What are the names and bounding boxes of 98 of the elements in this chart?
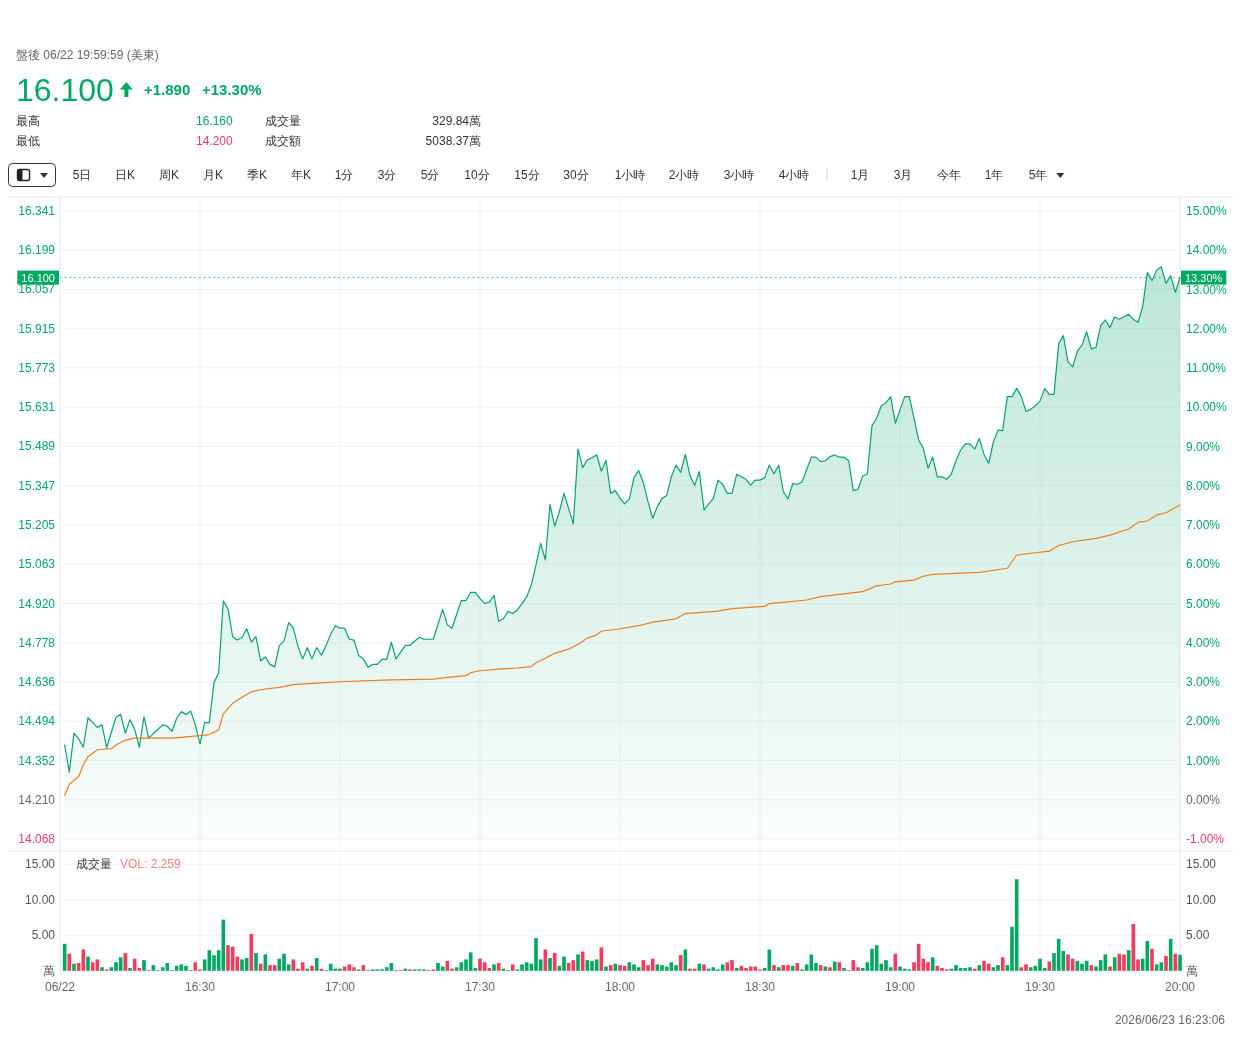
bar [870,948,874,971]
bar [898,966,902,971]
bar [562,956,566,971]
bar [655,964,660,971]
y-tick-label: 15.00 [24,857,56,872]
x-tick-label: 17:00 [324,980,356,994]
bar [268,965,272,971]
bar [636,967,641,971]
bar [100,967,104,971]
bar [1154,964,1159,971]
bar [618,965,622,971]
y-tick-label: 10.00 [24,892,56,907]
bar [1019,967,1024,971]
bar [128,967,132,971]
x-tick-label: 18:00 [604,980,636,994]
x-tick-label: 19:00 [884,980,916,994]
bar [776,967,781,971]
bar [604,966,608,971]
y2-tick-label: 5.00 [1186,928,1210,943]
x-tick-label: 20:00 [1164,980,1196,994]
bar [688,968,692,971]
bar [958,967,963,971]
bar [996,965,1000,971]
bar [702,964,706,971]
annotation: VOL: 2.259 [120,857,182,871]
bar [1164,955,1168,971]
bar [240,959,244,971]
bar [1024,964,1028,971]
bar [179,964,184,971]
bar [184,965,188,971]
bar [436,962,440,971]
bar [711,967,716,971]
text: 2026/06/23 16:23:06 [1114,1013,1226,1027]
bar [762,967,767,971]
bar [282,953,286,971]
bar [884,960,888,971]
bar [968,967,972,971]
bar [1080,963,1084,971]
bar [520,964,524,971]
bar [804,964,809,971]
y2-tick-label: 15.00 [1186,857,1217,872]
bar [142,960,146,971]
bar [454,967,459,971]
bar [1066,954,1070,971]
bar [487,967,492,971]
x-tick-label: 06/22 [44,980,76,994]
bar [954,965,958,971]
bar [590,960,594,971]
bar [1178,954,1182,971]
bar [674,965,678,971]
x-tick-label: 19:30 [1024,980,1056,994]
bar [828,967,832,971]
y2-tick-label: 萬 [1186,963,1198,978]
bar [1108,966,1112,971]
bar [1028,967,1033,971]
y2-tick-label: 10.00 [1186,892,1217,907]
bar [744,967,748,971]
bar [926,962,930,971]
bar [352,967,356,971]
bar [1150,948,1154,971]
bar [842,967,846,971]
x-tick-label: 18:30 [744,980,776,994]
bar [473,967,478,971]
bar [534,938,538,971]
bar [510,964,515,971]
bar [72,963,76,971]
bar [734,967,739,971]
bar [86,956,90,971]
bar [548,958,552,971]
bar [772,965,776,971]
bar [478,958,482,971]
bar [137,967,142,971]
y-tick-label: 5.00 [31,928,56,943]
bar [860,967,865,971]
x-tick-label: 17:30 [464,980,496,994]
bar [1122,954,1126,971]
bar [720,964,725,971]
y-tick-label: 萬 [43,963,55,978]
bar [160,967,165,971]
bar [963,967,968,971]
bar [1038,958,1042,971]
bar [730,960,734,971]
bar [492,964,496,971]
bar [347,964,352,971]
bar [982,960,986,971]
bar [660,965,664,971]
bar [310,965,314,971]
bar [991,967,996,971]
text: 成交量 [76,857,112,871]
x-tick-label: 16:30 [184,980,216,994]
bar [632,964,636,971]
bar [384,967,389,971]
bar [786,965,790,971]
bar [940,967,944,971]
bar [226,945,230,971]
bar [576,954,580,971]
bar [338,968,342,971]
bar [254,953,258,971]
